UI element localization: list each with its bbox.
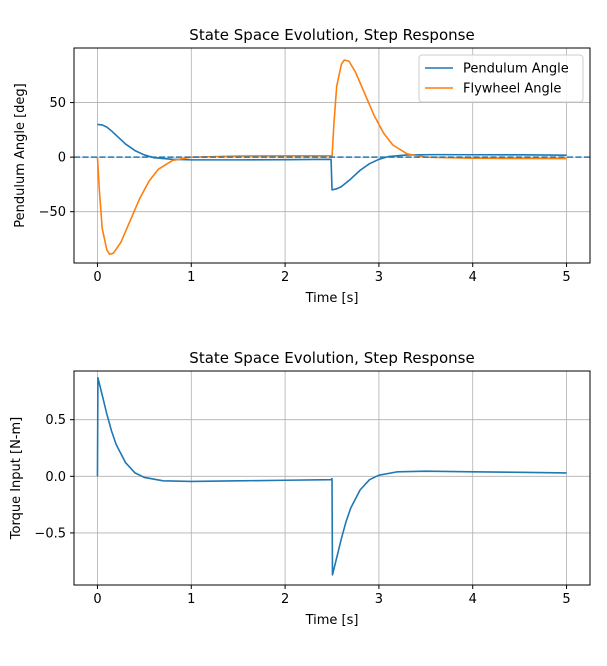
x-axis-label: Time [s] bbox=[305, 291, 359, 306]
x-tick-label: 0 bbox=[93, 270, 101, 285]
y-tick-label: 0.5 bbox=[45, 413, 66, 428]
legend-box bbox=[418, 54, 584, 103]
x-tick-label: 3 bbox=[375, 270, 383, 285]
plot-area bbox=[96, 376, 567, 576]
series-line-1 bbox=[96, 376, 567, 576]
axes-frame bbox=[73, 47, 591, 264]
y-tick-label: −50 bbox=[39, 205, 66, 220]
chart-title: State Space Evolution, Step Response bbox=[189, 349, 474, 367]
legend: Pendulum Angle Flywheel Angle bbox=[418, 54, 584, 103]
x-tick-label: 1 bbox=[187, 592, 195, 607]
y-axis-label: Torque Input [N-m] bbox=[9, 417, 24, 540]
chart-title: State Space Evolution, Step Response bbox=[189, 26, 474, 44]
x-tick-label: 5 bbox=[562, 270, 570, 285]
chart-panel-1: 0 1 2 3 4 5 50 0 −50 State Space Evolution, Step … bbox=[13, 26, 591, 306]
x-tick-label: 2 bbox=[281, 270, 289, 285]
y-tick-label: −0.5 bbox=[34, 526, 66, 541]
x-tick-label: 3 bbox=[375, 592, 383, 607]
x-axis-label: Time [s] bbox=[305, 613, 359, 628]
x-tick-label: 4 bbox=[469, 592, 477, 607]
legend-label-1: Pendulum Angle bbox=[463, 62, 569, 77]
y-tick-label: 0 bbox=[58, 151, 66, 166]
legend-label-2: Flywheel Angle bbox=[463, 82, 561, 97]
chart-panel-2: 0 1 2 3 4 5 0.5 0.0 −0.5 State Space Evolution, S… bbox=[9, 349, 591, 628]
y-axis-label: Pendulum Angle [deg] bbox=[13, 83, 28, 228]
plot-area bbox=[74, 59, 590, 256]
series-line-1 bbox=[97, 123, 567, 191]
x-tick-label: 4 bbox=[469, 270, 477, 285]
axes-frame bbox=[73, 370, 591, 586]
x-tick-label: 5 bbox=[562, 592, 570, 607]
y-tick-label: 50 bbox=[49, 96, 66, 111]
y-tick-label: 0.0 bbox=[45, 470, 66, 485]
x-tick-label: 0 bbox=[93, 592, 101, 607]
x-tick-label: 2 bbox=[281, 592, 289, 607]
x-tick-label: 1 bbox=[187, 270, 195, 285]
